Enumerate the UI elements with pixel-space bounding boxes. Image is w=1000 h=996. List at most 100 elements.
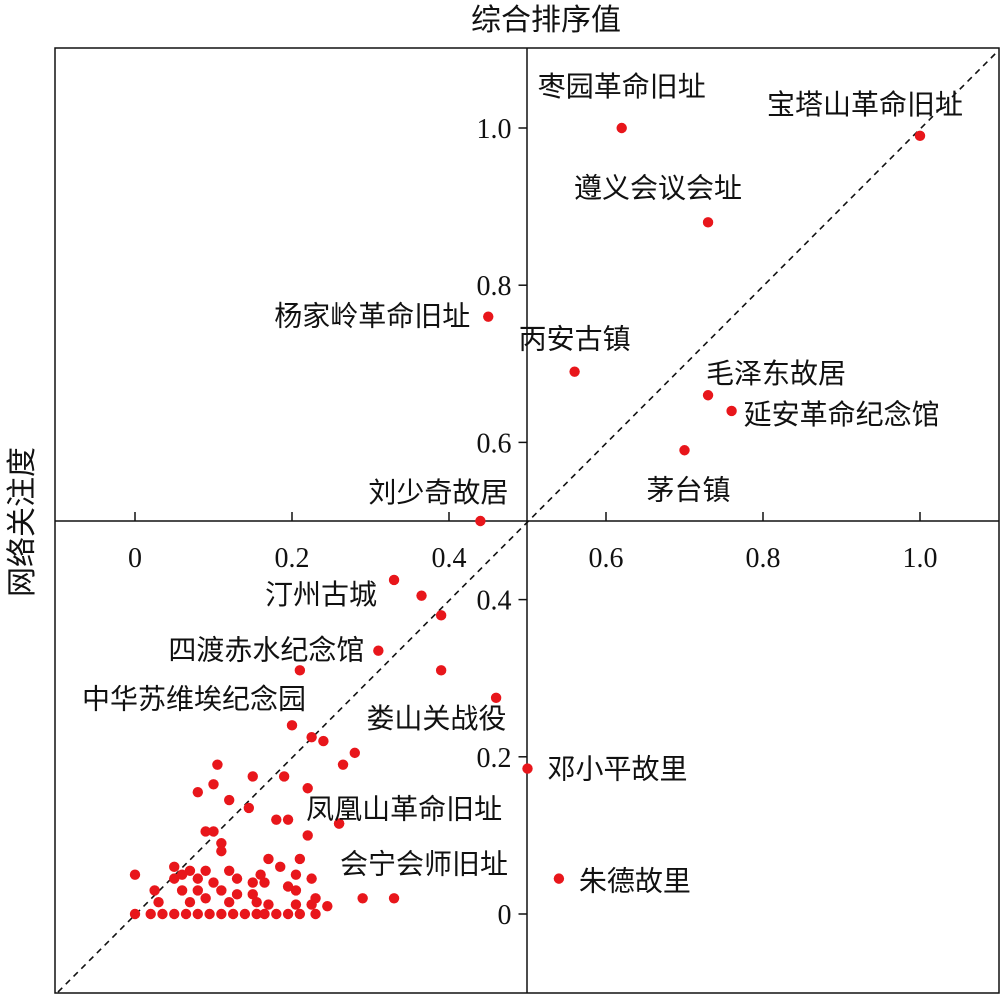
data-point bbox=[306, 731, 317, 743]
point-label: 会宁会师旧址 bbox=[340, 847, 508, 880]
point-label: 邓小平故里 bbox=[548, 753, 688, 786]
point-label: 遵义会议会址 bbox=[574, 171, 742, 204]
data-point bbox=[679, 445, 690, 456]
data-point bbox=[569, 366, 580, 377]
point-label: 朱德故里 bbox=[579, 865, 691, 898]
data-point bbox=[263, 899, 274, 910]
point-label: 刘少奇故居 bbox=[368, 476, 508, 509]
y-tick-label: 0 bbox=[498, 900, 512, 931]
data-point bbox=[157, 908, 168, 920]
x-axis-ticks: 0 0.2 0.4 0.6 0.8 1.0 bbox=[128, 512, 938, 574]
data-point bbox=[243, 802, 255, 814]
data-point bbox=[227, 908, 239, 920]
data-point bbox=[200, 826, 211, 837]
data-point bbox=[282, 908, 294, 920]
data-point bbox=[247, 889, 258, 900]
point-label: 宝塔山革命旧址 bbox=[767, 88, 963, 121]
point-label: 汀州古城 bbox=[265, 578, 377, 611]
data-point bbox=[184, 897, 196, 908]
point-label: 凤凰山革命旧址 bbox=[306, 793, 502, 826]
data-point bbox=[483, 311, 494, 322]
point-label: 杨家岭革命旧址 bbox=[274, 300, 470, 333]
x-tick-label: 1.0 bbox=[903, 543, 938, 574]
data-point bbox=[200, 893, 211, 904]
data-point bbox=[294, 665, 306, 676]
data-point bbox=[216, 885, 227, 896]
data-point bbox=[337, 759, 349, 770]
x-tick-label: 0.4 bbox=[432, 543, 467, 574]
data-point bbox=[212, 759, 223, 770]
data-point bbox=[553, 873, 565, 884]
data-point bbox=[192, 873, 203, 884]
data-point bbox=[192, 885, 203, 896]
data-point bbox=[302, 783, 313, 794]
data-point bbox=[388, 893, 400, 904]
data-point bbox=[259, 908, 270, 920]
data-point bbox=[302, 830, 313, 841]
point-label: 四渡赤水纪念馆 bbox=[168, 634, 364, 667]
data-point bbox=[184, 865, 196, 876]
point-label: 延安革命纪念馆 bbox=[744, 398, 940, 431]
data-point bbox=[200, 865, 211, 876]
data-point bbox=[129, 869, 141, 880]
point-label: 娄山关战役 bbox=[366, 702, 506, 735]
data-point bbox=[153, 897, 164, 908]
data-point bbox=[282, 881, 294, 892]
data-point bbox=[192, 786, 203, 798]
data-point bbox=[373, 645, 384, 656]
x-axis-title: 综合排序值 bbox=[471, 3, 621, 38]
data-point bbox=[224, 897, 235, 908]
point-label: 毛泽东故居 bbox=[706, 357, 846, 390]
y-axis-ticks: 0 0.2 0.4 0.6 0.8 1.0 bbox=[477, 114, 528, 931]
y-tick-label: 0.8 bbox=[477, 271, 512, 302]
data-point bbox=[208, 877, 219, 888]
data-points bbox=[129, 122, 926, 920]
point-labels: 枣园革命旧址宝塔山革命旧址遵义会议会址杨家岭革命旧址丙安古镇毛泽东故居延安革命纪… bbox=[82, 70, 963, 898]
y-tick-label: 1.0 bbox=[477, 114, 512, 145]
data-point bbox=[306, 899, 317, 910]
data-point bbox=[259, 877, 270, 888]
data-point bbox=[286, 720, 298, 731]
data-point bbox=[310, 908, 321, 920]
x-tick-label: 0.2 bbox=[275, 543, 310, 574]
y-tick-label: 0.4 bbox=[477, 586, 512, 617]
data-point bbox=[145, 908, 156, 920]
data-point bbox=[290, 899, 302, 910]
data-point bbox=[247, 877, 258, 888]
data-point bbox=[169, 861, 180, 873]
data-point bbox=[357, 893, 368, 904]
data-point bbox=[216, 908, 227, 920]
point-label: 中华苏维埃纪念园 bbox=[82, 682, 306, 715]
y-tick-label: 0.6 bbox=[477, 428, 512, 459]
data-point bbox=[290, 885, 302, 896]
data-point bbox=[271, 814, 282, 825]
x-tick-label: 0.6 bbox=[589, 543, 624, 574]
data-point bbox=[231, 889, 243, 900]
data-point bbox=[435, 610, 447, 621]
data-point bbox=[290, 869, 302, 880]
data-point bbox=[294, 908, 306, 920]
data-point bbox=[192, 908, 203, 920]
point-label: 茅台镇 bbox=[646, 473, 730, 506]
data-point bbox=[255, 869, 266, 880]
x-tick-label: 0 bbox=[128, 543, 142, 574]
data-point bbox=[251, 897, 262, 908]
data-point bbox=[702, 390, 714, 401]
data-point bbox=[490, 692, 502, 704]
data-point bbox=[247, 771, 258, 782]
data-point bbox=[318, 735, 329, 747]
data-point bbox=[224, 865, 235, 876]
data-point bbox=[169, 873, 180, 884]
data-point bbox=[149, 885, 160, 896]
data-point bbox=[475, 515, 486, 527]
x-tick-label: 0.8 bbox=[746, 543, 781, 574]
data-point bbox=[306, 873, 317, 884]
y-axis-title: 网络关注度 bbox=[5, 447, 40, 597]
data-point bbox=[180, 908, 192, 920]
data-point bbox=[224, 794, 235, 806]
data-point bbox=[388, 574, 400, 586]
data-point bbox=[435, 665, 447, 676]
data-point bbox=[204, 908, 215, 920]
data-point bbox=[522, 763, 533, 774]
data-point bbox=[263, 853, 274, 865]
